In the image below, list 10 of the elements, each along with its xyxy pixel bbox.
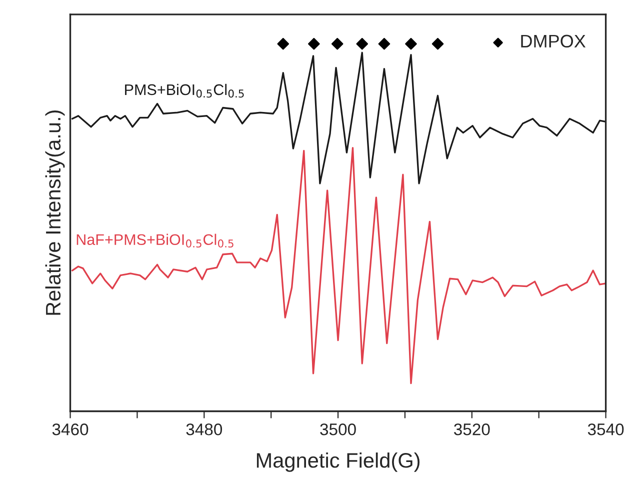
x-tick-label: 3480 [186,424,222,436]
series-label: NaF+PMS+BiOI$_{0.5}$Cl$_{0.5}$ [76,234,234,248]
x-tick-label: 3500 [320,424,356,436]
x-tick-label: 3540 [588,424,624,436]
legend-label: DMPOX [521,34,586,48]
x-tick-label: 3520 [454,424,490,436]
series-label: PMS+BiOI$_{0.5}$Cl$_{0.5}$ [125,84,244,98]
y-axis-title: Relative Intensity(a.u.) [45,110,65,315]
x-axis-title: Magnetic Field(G) [256,452,420,472]
x-tick-label: 3460 [52,424,88,436]
